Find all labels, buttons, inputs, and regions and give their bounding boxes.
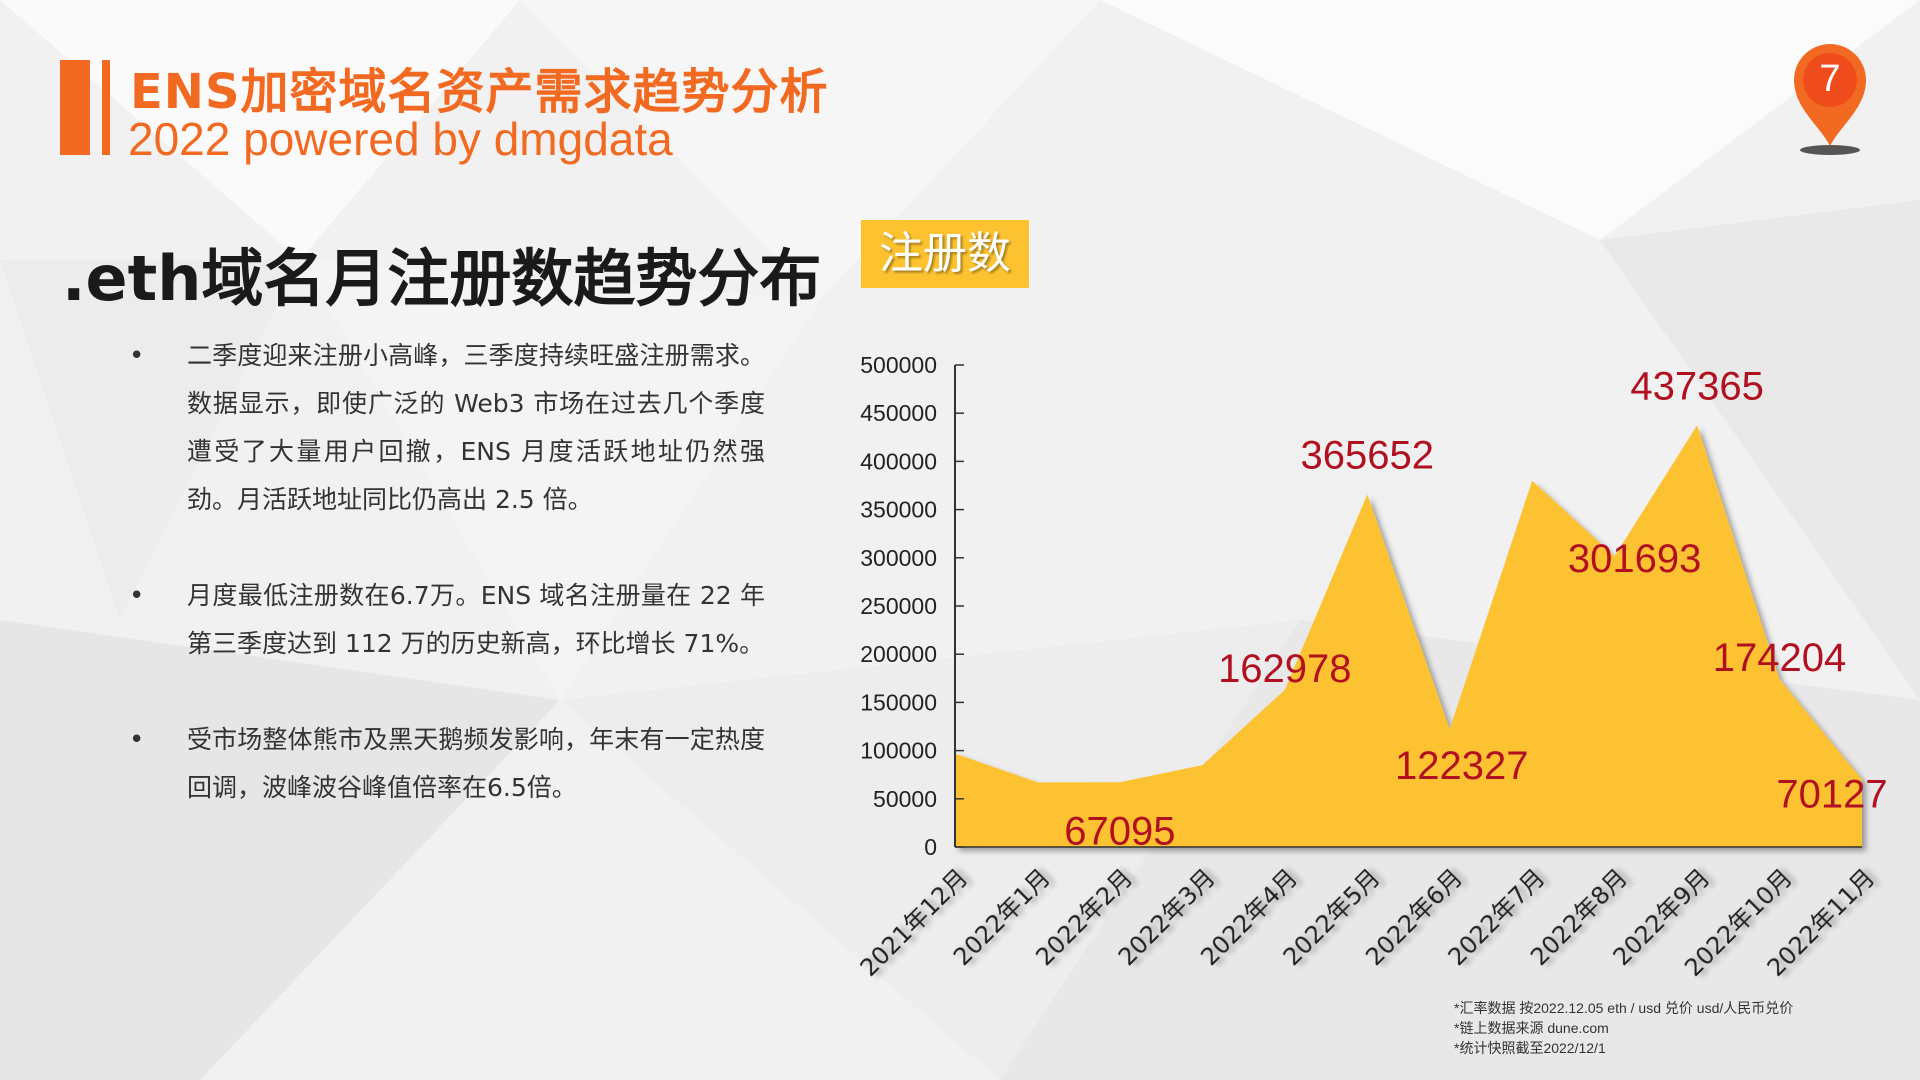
section-title: .eth域名月注册数趋势分布 <box>62 242 822 315</box>
data-label: 301693 <box>1568 537 1701 581</box>
area-series <box>955 425 1862 847</box>
page-title: ENS加密域名资产需求趋势分析 <box>130 64 829 120</box>
data-label: 365652 <box>1301 434 1434 478</box>
bullet-text: 二季度迎来注册小高峰，三季度持续旺盛注册需求。数据显示，即使广泛的 Web3 市… <box>187 341 765 514</box>
data-label: 437365 <box>1630 364 1763 408</box>
bullet-text: 受市场整体熊市及黑天鹅频发影响，年末有一定热度回调，波峰波谷峰值倍率在6.5倍。 <box>187 725 765 802</box>
footnotes: *汇率数据 按2022.12.05 eth / usd 兑价 usd/人民币兑价… <box>1454 998 1793 1058</box>
bullet-item: • 二季度迎来注册小高峰，三季度持续旺盛注册需求。数据显示，即使广泛的 Web3… <box>125 332 765 524</box>
bullet-list: • 二季度迎来注册小高峰，三季度持续旺盛注册需求。数据显示，即使广泛的 Web3… <box>125 332 765 860</box>
y-tick-label: 450000 <box>860 400 937 426</box>
bullet-item: • 受市场整体熊市及黑天鹅频发影响，年末有一定热度回调，波峰波谷峰值倍率在6.5… <box>125 716 765 812</box>
data-label: 162978 <box>1218 647 1351 691</box>
bullet-dot-icon: • <box>129 581 145 611</box>
bullet-item: • 月度最低注册数在6.7万。ENS 域名注册量在 22 年第三季度达到 112… <box>125 572 765 668</box>
map-pin-icon <box>1794 44 1866 155</box>
data-label: 122327 <box>1395 744 1528 788</box>
footnote: *链上数据来源 dune.com <box>1454 1020 1609 1036</box>
data-label: 174204 <box>1713 636 1846 680</box>
page-subtitle: 2022 powered by dmgdata <box>128 113 673 165</box>
header-accent-bar-thin <box>102 60 110 155</box>
header-accent-bar <box>60 60 90 155</box>
y-tick-label: 50000 <box>873 786 937 812</box>
y-tick-label: 250000 <box>860 593 937 619</box>
footnote: *汇率数据 按2022.12.05 eth / usd 兑价 usd/人民币兑价 <box>1454 1000 1794 1016</box>
y-tick-label: 400000 <box>860 448 937 474</box>
y-tick-label: 500000 <box>860 352 937 378</box>
y-tick-label: 150000 <box>860 689 937 715</box>
page-number: 7 <box>1819 58 1841 100</box>
data-label: 67095 <box>1064 809 1175 853</box>
footnote: *统计快照截至2022/12/1 <box>1454 1040 1606 1056</box>
legend-badge: 注册数 <box>861 220 1029 288</box>
y-tick-label: 350000 <box>860 497 937 523</box>
bullet-dot-icon: • <box>129 341 145 371</box>
y-tick-label: 0 <box>924 834 937 860</box>
x-tick-label: 2021年12月 <box>855 863 974 982</box>
y-tick-label: 100000 <box>860 738 937 764</box>
y-tick-label: 300000 <box>860 545 937 571</box>
y-tick-label: 200000 <box>860 641 937 667</box>
data-label: 70127 <box>1776 772 1887 816</box>
bullet-dot-icon: • <box>129 725 145 755</box>
bullet-text: 月度最低注册数在6.7万。ENS 域名注册量在 22 年第三季度达到 112 万… <box>187 581 765 658</box>
